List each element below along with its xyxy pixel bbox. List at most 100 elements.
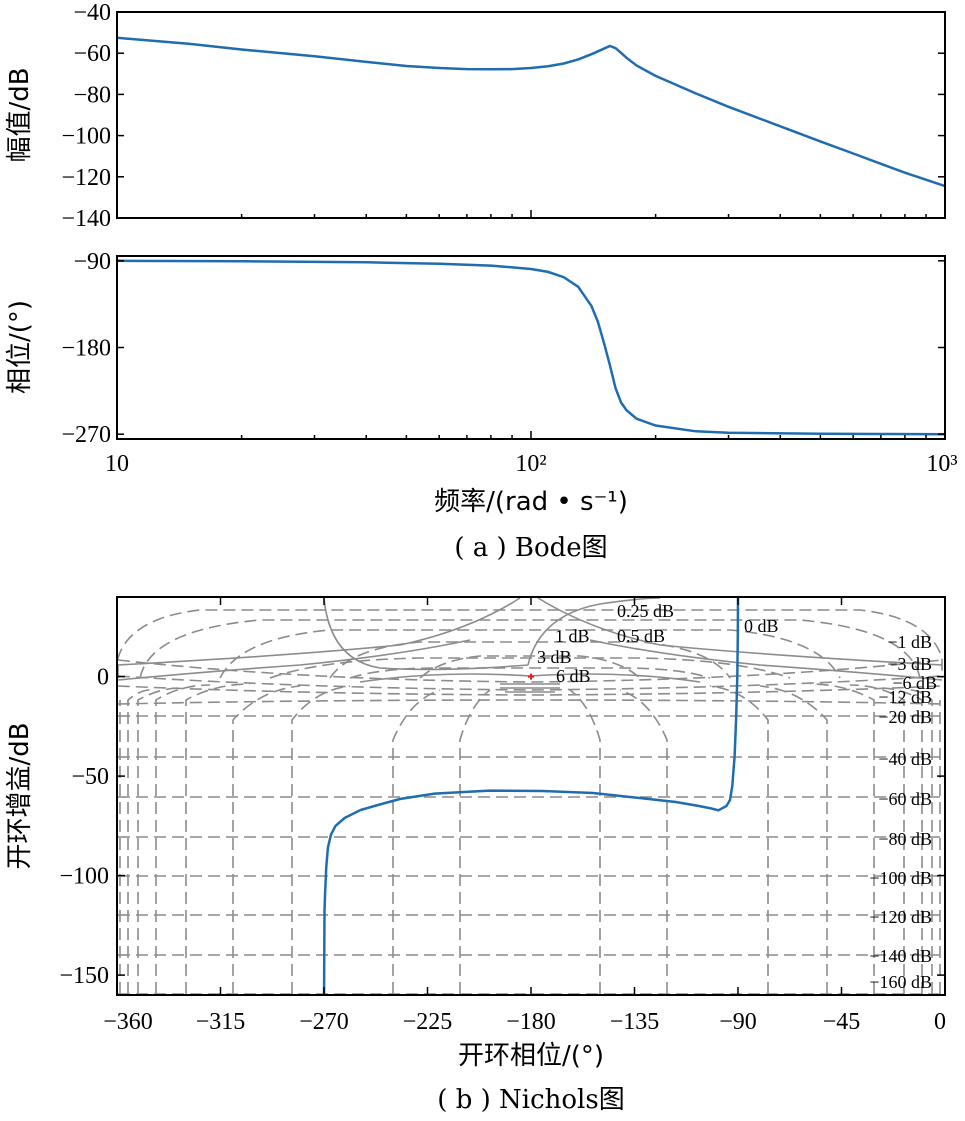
nichols-grid-m-minus6 — [117, 685, 943, 696]
nichols-y-tick-label: −150 — [59, 963, 109, 989]
grid-label-minus40db: −40 dB — [878, 749, 932, 769]
nichols-plot: −360 −315 −270 −225 −180 −135 −90 −45 0 0 −50 −100… — [5, 596, 946, 1115]
nichols-curve — [322, 597, 740, 995]
nichols-grid-n-10 — [569, 689, 601, 994]
nichols-grid-n-3 — [137, 687, 181, 994]
nichols-grid-n-15 — [849, 684, 905, 994]
phase-curve — [116, 259, 946, 436]
nichols-grid-m-minus1 — [117, 659, 943, 683]
nichols-ylabel: 开环增益/dB — [5, 722, 35, 869]
magnitude-series — [116, 36, 946, 188]
nichols-grid-n-11 — [619, 689, 668, 994]
grid-label-minus100db: −100 dB — [869, 868, 932, 888]
nichols-grid-n-6 — [232, 685, 301, 994]
phase-series — [116, 259, 946, 436]
nichols-x-tick-label: −180 — [506, 1009, 556, 1035]
nichols-grid-p-6 — [117, 639, 471, 681]
nichols-y-tick-label: −50 — [71, 764, 109, 790]
nichols-grid-m-1 — [219, 629, 841, 679]
nichols-x-tick-label: −90 — [719, 1009, 757, 1035]
magnitude-y-tick-label: −140 — [61, 206, 111, 232]
magnitude-y-tick-label: −80 — [73, 82, 111, 108]
nichols-grid-n-5 — [185, 683, 251, 994]
bode-xlabel: 频率/(rad • s⁻¹) — [434, 487, 628, 517]
nichols-grid-n-16 — [879, 687, 923, 994]
nichols-grid-p-4 — [537, 597, 943, 666]
magnitude-y-tick-label: −60 — [73, 41, 111, 67]
grid-label-minus60db: −60 dB — [878, 789, 932, 809]
nichols-series — [322, 597, 740, 995]
nichols-x-tick-label: 0 — [934, 1009, 946, 1035]
nichols-grid-n-4 — [155, 684, 211, 994]
bode-caption: ( a ) Bode图 — [454, 533, 607, 563]
nichols-grid-p-8 — [500, 683, 560, 693]
grid-label-1db-inner: 1 dB — [555, 626, 590, 646]
nichols-x-tick-label: −315 — [196, 1009, 246, 1035]
nichols-grid — [117, 597, 943, 995]
nichols-grid-n-8 — [392, 689, 441, 994]
magnitude-y-tick-label: −100 — [61, 124, 111, 150]
nichols-grid-n-13 — [759, 685, 828, 994]
phase-ylabel: 相位/(°) — [5, 300, 35, 394]
grid-label-minus12db: −12 dB — [878, 687, 932, 707]
nichols-grid-m-minus12 — [117, 699, 943, 705]
nichols-x-tick-label: −135 — [610, 1009, 660, 1035]
critical-point-marker — [528, 673, 534, 680]
nichols-grid-labels: 0.25 dB 0.5 dB 1 dB 3 dB 6 dB 0 dB −1 dB… — [537, 601, 937, 992]
nichols-x-ticks: −360 −315 −270 −225 −180 −135 −90 −45 0 — [103, 597, 946, 1035]
bode-x-tick-label: 10² — [515, 451, 546, 477]
nichols-grid-p-1 — [323, 597, 529, 671]
nichols-y-ticks: 0 −50 −100 −150 — [59, 665, 945, 989]
nichols-grid-p-2 — [527, 597, 661, 666]
magnitude-curve — [116, 36, 946, 188]
grid-label-3db: 3 dB — [537, 647, 572, 667]
magnitude-plot-frame — [116, 11, 946, 219]
nichols-grid-p-3 — [117, 597, 521, 666]
magnitude-ylabel: 幅值/dB — [5, 67, 35, 162]
phase-y-tick-label: −90 — [73, 249, 111, 275]
grid-label-minus1db: −1 dB — [887, 632, 932, 652]
magnitude-y-ticks: −40 −60 −80 −100 −120 −140 — [61, 0, 945, 232]
nichols-grid-n-7 — [291, 685, 351, 994]
nichols-y-tick-label: 0 — [97, 665, 109, 691]
grid-label-0.25db: 0.25 dB — [617, 601, 674, 621]
nichols-grid-n-2 — [127, 689, 151, 994]
grid-label-minus140db: −140 dB — [869, 946, 932, 966]
nichols-grid-n-17 — [909, 689, 933, 994]
grid-label-minus80db: −80 dB — [878, 829, 932, 849]
grid-label-0db: 0 dB — [744, 616, 779, 636]
nichols-y-tick-label: −100 — [59, 864, 109, 890]
bode-phase-plot: −90 −180 −270 10 10² 10³ 相位/(°) 频率/(rad • s⁻… — [5, 210, 958, 563]
phase-plot-frame — [116, 255, 946, 440]
nichols-grid-m-0.5 — [139, 619, 921, 679]
bode-x-tick-label: 10 — [105, 451, 129, 477]
phase-y-tick-label: −180 — [61, 336, 111, 362]
grid-label-6db: 6 dB — [556, 666, 591, 686]
nichols-grid-m-0.25 — [117, 609, 943, 678]
nichols-x-tick-label: −45 — [823, 1009, 861, 1035]
grid-label-minus160db: −160 dB — [869, 972, 932, 992]
grid-label-minus20db: −20 dB — [878, 707, 932, 727]
nichols-grid-n-14 — [809, 683, 875, 994]
bode-x-tick-label: 10³ — [926, 451, 957, 477]
bode-magnitude-plot: −40 −60 −80 −100 −120 −140 幅值/dB — [5, 0, 946, 232]
nichols-grid-m-minus3 — [117, 675, 943, 691]
nichols-xlabel: 开环相位/(°) — [458, 1041, 604, 1071]
nichols-x-tick-label: −225 — [403, 1009, 453, 1035]
nichols-grid-n-9 — [459, 689, 491, 994]
nichols-grid-p-7 — [589, 639, 943, 681]
nichols-x-tick-label: −270 — [299, 1009, 349, 1035]
nichols-grid-n-12 — [709, 685, 769, 994]
critical-point — [528, 673, 534, 680]
nichols-x-tick-label: −360 — [103, 1009, 153, 1035]
phase-y-tick-label: −270 — [61, 422, 111, 448]
grid-label-0.5db: 0.5 dB — [617, 626, 665, 646]
magnitude-y-tick-label: −40 — [73, 0, 111, 26]
magnitude-y-tick-label: −120 — [61, 165, 111, 191]
nichols-caption: ( b ) Nichols图 — [437, 1085, 624, 1115]
phase-y-ticks: −90 −180 −270 — [61, 249, 945, 448]
grid-label-minus120db: −120 dB — [869, 907, 932, 927]
grid-label-minus3db: −3 dB — [887, 654, 932, 674]
nichols-grid-m-inner-1 — [349, 667, 711, 679]
